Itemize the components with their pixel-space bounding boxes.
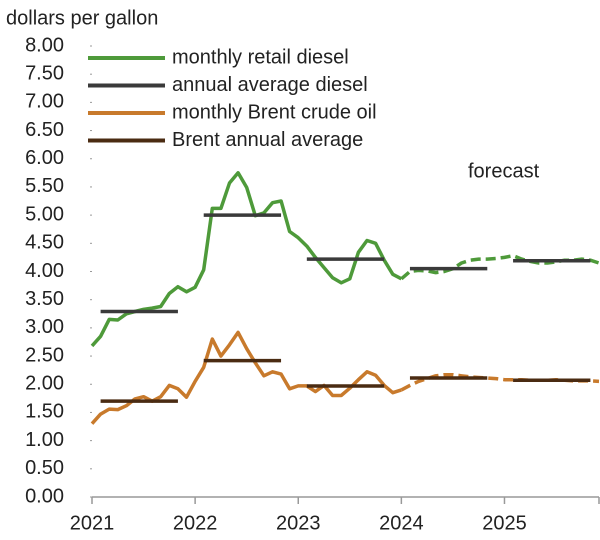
y-tick-label: 8.00 — [25, 34, 64, 56]
legend-label: Brent annual average — [172, 129, 363, 151]
x-tick-label: 2022 — [173, 512, 218, 534]
y-tick-label: 6.00 — [25, 147, 64, 169]
y-tick-label: 0.50 — [25, 457, 64, 479]
y-tick-label: 7.00 — [25, 91, 64, 113]
y-tick-label: 5.50 — [25, 175, 64, 197]
legend-label: monthly retail diesel — [172, 46, 349, 68]
legend-label: annual average diesel — [172, 74, 368, 96]
data-line — [90, 171, 403, 348]
y-tick-label: 1.50 — [25, 401, 64, 423]
y-tick-label: 4.00 — [25, 260, 64, 282]
y-tick-label: 3.00 — [25, 316, 64, 338]
y-tick-label: 0.00 — [25, 485, 64, 507]
data-line — [90, 330, 402, 425]
y-tick-label: 3.50 — [25, 288, 64, 310]
y-tick-label: 4.50 — [25, 232, 64, 254]
y-tick-label: 2.00 — [25, 373, 64, 395]
legend-label: monthly Brent crude oil — [172, 101, 377, 123]
x-tick-label: 2023 — [276, 512, 321, 534]
x-tick-label: 2025 — [482, 512, 527, 534]
y-tick-label: 2.50 — [25, 344, 64, 366]
y-axis-label: dollars per gallon — [6, 7, 158, 29]
y-tick-label: 1.00 — [25, 429, 64, 451]
annotation: forecast — [468, 160, 540, 182]
y-tick-label: 7.50 — [25, 62, 64, 84]
x-tick-label: 2024 — [379, 512, 424, 534]
y-tick-label: 6.50 — [25, 119, 64, 141]
y-tick-label: 5.00 — [25, 203, 64, 225]
x-tick-label: 2021 — [70, 512, 115, 534]
